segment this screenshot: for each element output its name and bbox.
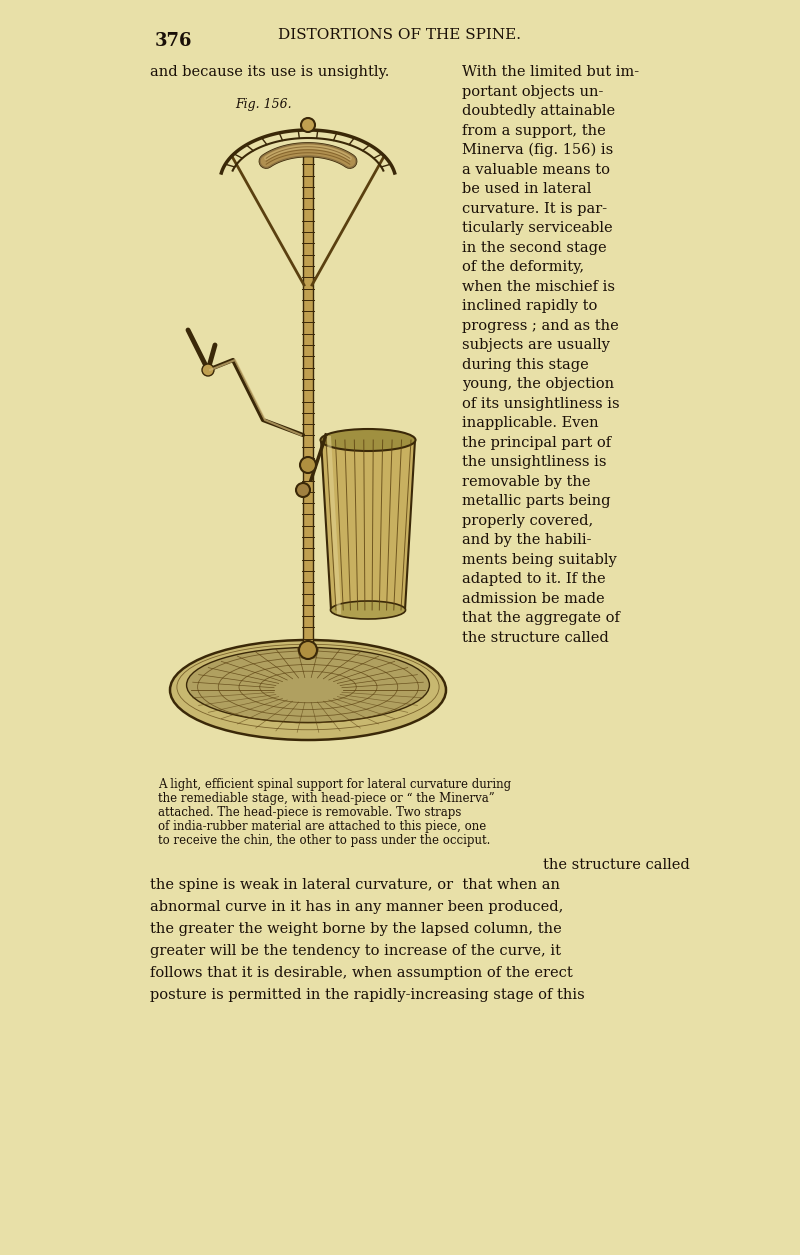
Text: follows that it is desirable, when assumption of the erect: follows that it is desirable, when assum… [150, 966, 573, 980]
Text: admission be made: admission be made [462, 591, 605, 605]
Text: from a support, the: from a support, the [462, 123, 606, 138]
Text: attached. The head-piece is removable. Two straps: attached. The head-piece is removable. T… [158, 806, 462, 820]
Text: be used in lateral: be used in lateral [462, 182, 591, 196]
Text: of the deformity,: of the deformity, [462, 260, 584, 274]
Text: to receive the chin, the other to pass under the occiput.: to receive the chin, the other to pass u… [158, 835, 490, 847]
Text: removable by the: removable by the [462, 474, 590, 488]
Text: ticularly serviceable: ticularly serviceable [462, 221, 613, 235]
Text: metallic parts being: metallic parts being [462, 494, 610, 508]
Text: portant objects un-: portant objects un- [462, 84, 603, 98]
Polygon shape [321, 441, 415, 610]
Ellipse shape [186, 648, 430, 723]
Text: the structure called: the structure called [462, 630, 609, 645]
Ellipse shape [330, 601, 406, 619]
Text: of india-rubber material are attached to this piece, one: of india-rubber material are attached to… [158, 820, 486, 833]
Text: in the second stage: in the second stage [462, 241, 606, 255]
Text: the principal part of: the principal part of [462, 435, 611, 449]
Text: Fig. 156.: Fig. 156. [235, 98, 292, 110]
Circle shape [301, 118, 315, 132]
Text: when the mischief is: when the mischief is [462, 280, 615, 294]
Ellipse shape [321, 429, 415, 451]
Text: and by the habili-: and by the habili- [462, 533, 591, 547]
Text: young, the objection: young, the objection [462, 376, 614, 392]
Text: A light, efficient spinal support for lateral curvature during: A light, efficient spinal support for la… [158, 778, 511, 791]
Text: progress ; and as the: progress ; and as the [462, 319, 618, 333]
Text: curvature. It is par-: curvature. It is par- [462, 202, 607, 216]
Text: doubtedly attainable: doubtedly attainable [462, 104, 615, 118]
FancyBboxPatch shape [303, 148, 313, 655]
Text: during this stage: during this stage [462, 358, 589, 371]
Text: Minerva (fig. 156) is: Minerva (fig. 156) is [462, 143, 614, 157]
Text: ments being suitably: ments being suitably [462, 552, 617, 566]
Text: inclined rapidly to: inclined rapidly to [462, 299, 598, 312]
Text: of its unsightliness is: of its unsightliness is [462, 397, 620, 410]
Text: the greater the weight borne by the lapsed column, the: the greater the weight borne by the laps… [150, 922, 562, 936]
Circle shape [202, 364, 214, 376]
Text: With the limited but im-: With the limited but im- [462, 65, 639, 79]
Circle shape [296, 483, 310, 497]
Text: adapted to it. If the: adapted to it. If the [462, 572, 606, 586]
Text: 376: 376 [155, 31, 193, 50]
Text: that the aggregate of: that the aggregate of [462, 611, 620, 625]
Text: posture is permitted in the rapidly-increasing stage of this: posture is permitted in the rapidly-incr… [150, 988, 585, 1001]
Text: DISTORTIONS OF THE SPINE.: DISTORTIONS OF THE SPINE. [278, 28, 522, 41]
Text: greater will be the tendency to increase of the curve, it: greater will be the tendency to increase… [150, 944, 561, 958]
Circle shape [299, 641, 317, 659]
Text: abnormal curve in it has in any manner been produced,: abnormal curve in it has in any manner b… [150, 900, 563, 914]
Text: the unsightliness is: the unsightliness is [462, 456, 606, 469]
Ellipse shape [170, 640, 446, 740]
Text: and because its use is unsightly.: and because its use is unsightly. [150, 65, 390, 79]
Text: the structure called: the structure called [543, 858, 690, 872]
Text: the spine is weak in lateral curvature, or  that when an: the spine is weak in lateral curvature, … [150, 878, 560, 892]
Text: subjects are usually: subjects are usually [462, 338, 610, 351]
Text: a valuable means to: a valuable means to [462, 162, 610, 177]
Text: inapplicable. Even: inapplicable. Even [462, 415, 598, 430]
Circle shape [300, 457, 316, 473]
Text: properly covered,: properly covered, [462, 513, 594, 527]
Text: the remediable stage, with head-piece or “ the Minerva”: the remediable stage, with head-piece or… [158, 792, 494, 804]
